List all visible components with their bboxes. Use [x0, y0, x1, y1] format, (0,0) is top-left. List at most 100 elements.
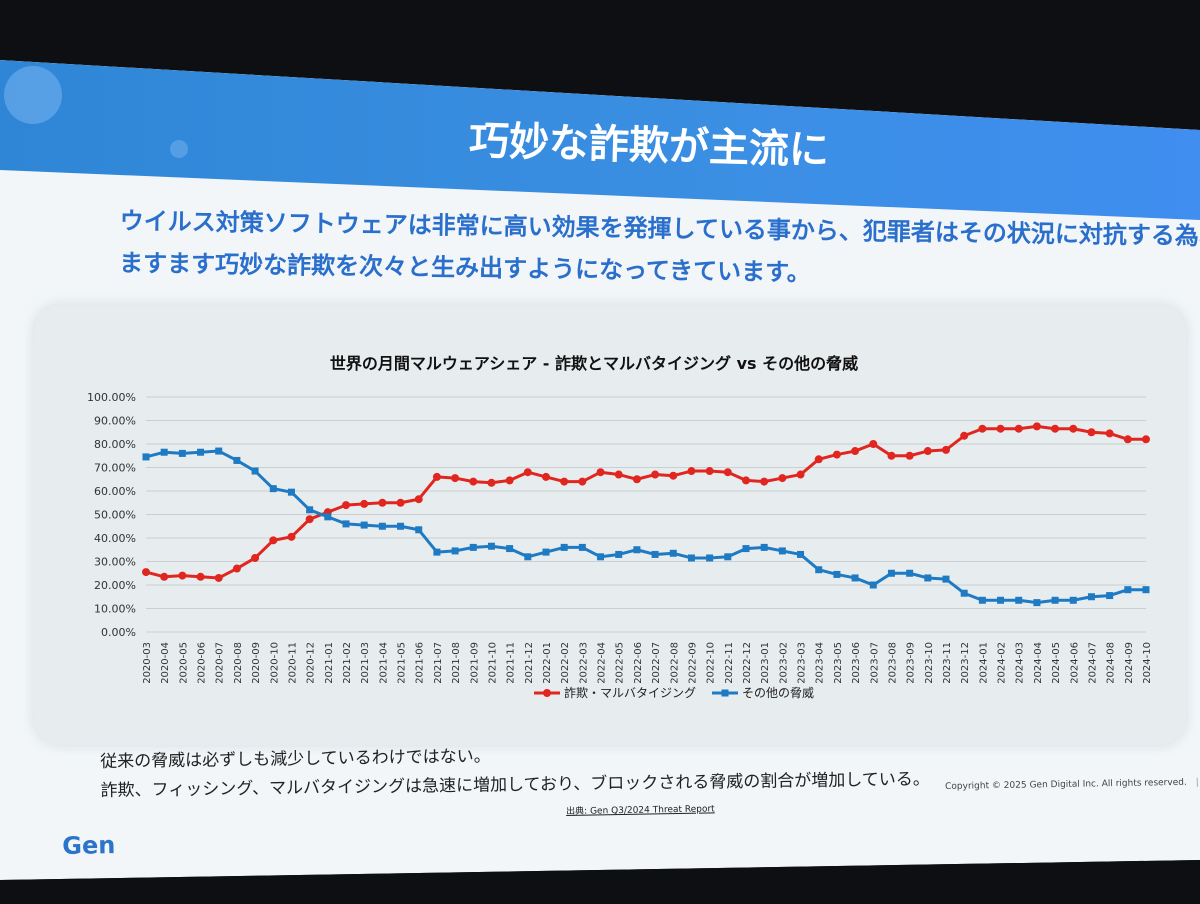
- x-tick-label: 2022-06: [633, 642, 644, 684]
- data-point: [633, 546, 641, 554]
- y-tick-label: 20.00%: [94, 579, 136, 592]
- decorative-bubble: [4, 66, 62, 124]
- x-tick-label: 2020-07: [215, 642, 226, 684]
- x-tick-label: 2020-04: [160, 642, 171, 684]
- data-point: [996, 424, 1005, 433]
- data-point: [724, 553, 732, 561]
- x-tick-label: 2023-03: [797, 642, 808, 684]
- data-point: [342, 501, 350, 510]
- decorative-bubble: [170, 140, 188, 158]
- x-tick-label: 2023-12: [960, 642, 971, 684]
- data-point: [851, 447, 860, 456]
- x-tick-label: 2020-08: [233, 642, 244, 684]
- data-point: [1014, 424, 1023, 433]
- data-point: [796, 470, 805, 479]
- data-point: [814, 455, 823, 464]
- data-point: [232, 564, 241, 573]
- data-point: [742, 476, 750, 485]
- data-point: [251, 467, 259, 475]
- data-point: [1033, 599, 1041, 607]
- data-point: [1106, 592, 1114, 600]
- x-tick-label: 2020-09: [251, 642, 262, 684]
- data-point: [1124, 586, 1132, 594]
- data-point: [160, 448, 168, 456]
- data-point: [651, 470, 660, 479]
- legend-marker: [721, 689, 729, 697]
- x-tick-label: 2021-05: [397, 642, 408, 684]
- legend-label: 詐欺・マルバタイジング: [564, 685, 696, 700]
- data-point: [469, 477, 478, 486]
- data-point: [487, 542, 495, 550]
- data-point: [142, 453, 150, 461]
- data-point: [505, 476, 514, 485]
- chart-title: 世界の月間マルウェアシェア - 詐欺とマルバタイジング vs その他の脅威: [330, 354, 858, 373]
- x-tick-label: 2022-12: [742, 642, 753, 684]
- x-tick-label: 2024-06: [1069, 642, 1080, 684]
- x-tick-label: 2021-10: [487, 642, 498, 684]
- data-point: [1032, 422, 1041, 431]
- series-line-1: [145, 449, 1146, 605]
- data-point: [1087, 593, 1095, 601]
- data-point: [905, 451, 914, 460]
- y-tick-label: 10.00%: [94, 603, 136, 616]
- data-point: [887, 569, 895, 577]
- data-point: [378, 498, 387, 507]
- x-tick-label: 2020-06: [197, 642, 208, 684]
- data-point: [632, 475, 641, 484]
- data-point: [506, 545, 514, 553]
- x-tick-label: 2024-08: [1106, 642, 1117, 684]
- x-tick-label: 2021-09: [469, 642, 480, 684]
- x-tick-label: 2024-05: [1051, 642, 1062, 684]
- x-tick-label: 2023-05: [833, 642, 844, 684]
- data-point: [287, 532, 296, 541]
- gen-logo: Gen: [62, 831, 116, 860]
- data-point: [833, 570, 841, 578]
- data-point: [578, 543, 586, 551]
- data-point: [760, 543, 768, 551]
- x-tick-label: 2022-09: [687, 642, 698, 684]
- data-point: [160, 572, 169, 581]
- data-point: [305, 515, 314, 524]
- data-point: [669, 471, 678, 480]
- data-point: [342, 520, 350, 528]
- data-point: [524, 553, 532, 561]
- data-point: [978, 596, 986, 604]
- y-tick-label: 70.00%: [94, 462, 136, 475]
- data-point: [778, 547, 786, 555]
- y-tick-label: 30.00%: [94, 556, 136, 569]
- y-tick-label: 100.00%: [87, 391, 136, 404]
- y-tick-label: 0.00%: [101, 626, 136, 639]
- x-tick-label: 2020-03: [142, 642, 153, 684]
- x-tick-label: 2021-07: [433, 642, 444, 684]
- data-point: [687, 554, 695, 562]
- x-tick-label: 2023-09: [906, 642, 917, 684]
- data-point: [1105, 429, 1114, 438]
- data-point: [1142, 586, 1150, 594]
- data-point: [1051, 596, 1059, 604]
- y-tick-label: 60.00%: [94, 485, 136, 498]
- data-point: [760, 477, 769, 486]
- x-tick-label: 2021-01: [324, 642, 335, 684]
- data-point: [978, 424, 987, 433]
- data-point: [415, 526, 423, 534]
- data-point: [215, 447, 223, 455]
- data-point: [287, 488, 295, 496]
- data-point: [960, 589, 968, 597]
- x-tick-label: 2023-11: [942, 642, 953, 684]
- y-tick-label: 80.00%: [94, 438, 136, 451]
- data-point: [269, 536, 278, 545]
- data-point: [923, 447, 932, 456]
- data-point: [832, 450, 841, 459]
- x-tick-label: 2022-04: [597, 642, 608, 684]
- data-point: [615, 550, 623, 558]
- x-tick-label: 2021-12: [524, 642, 535, 684]
- data-point: [1123, 435, 1132, 444]
- data-point: [742, 545, 750, 553]
- data-point: [851, 574, 859, 582]
- data-point: [469, 543, 477, 551]
- x-tick-label: 2022-11: [724, 642, 735, 684]
- line-chart: 世界の月間マルウェアシェア - 詐欺とマルバタイジング vs その他の脅威 0.…: [87, 354, 1153, 700]
- data-point: [142, 568, 150, 577]
- data-point: [251, 553, 260, 562]
- data-point: [414, 495, 423, 504]
